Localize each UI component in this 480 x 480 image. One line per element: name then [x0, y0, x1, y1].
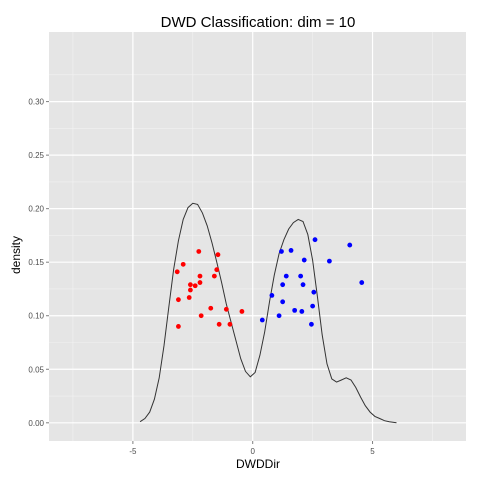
data-point [299, 309, 305, 314]
minor-grid [49, 32, 466, 441]
data-point [298, 273, 304, 279]
plot-panel [49, 32, 466, 441]
data-point [216, 321, 222, 327]
x-axis-label: DWDDir [236, 457, 280, 471]
data-point [311, 289, 317, 295]
data-point [196, 249, 202, 254]
data-point [359, 280, 365, 285]
x-tick-label: -5 [129, 447, 137, 456]
data-point [292, 307, 298, 313]
data-point [301, 257, 307, 263]
y-tick-label: 0.30 [28, 98, 44, 107]
data-point [347, 242, 353, 248]
density-curve [139, 202, 397, 424]
y-tick-label: 0.00 [28, 419, 44, 428]
x-tick-label: 0 [250, 447, 255, 456]
data-point [180, 261, 186, 267]
data-point [227, 321, 233, 327]
y-tick-label: 0.05 [28, 365, 44, 374]
data-point [326, 258, 332, 264]
data-point [208, 305, 214, 311]
y-axis-label: density [9, 236, 23, 274]
data-point [300, 282, 306, 288]
data-point [197, 273, 203, 279]
data-point [279, 249, 284, 254]
data-point [312, 237, 318, 243]
data-point [283, 273, 289, 279]
data-point [310, 303, 316, 309]
data-point [187, 287, 193, 293]
x-tick-label: 5 [370, 447, 375, 456]
x-axis-ticks: -5 0 5 [129, 441, 375, 456]
data-point [176, 324, 181, 329]
data-point [186, 295, 192, 300]
y-axis-ticks: 0.00 0.05 0.10 0.15 0.20 0.25 0.30 [28, 98, 49, 428]
data-point [211, 273, 217, 279]
data-point [223, 306, 229, 312]
data-point [192, 283, 198, 289]
y-tick-label: 0.10 [28, 312, 44, 321]
data-point [239, 309, 245, 314]
data-point [280, 299, 286, 305]
data-point [276, 313, 282, 319]
data-points [174, 237, 365, 329]
major-grid [49, 32, 466, 441]
y-tick-label: 0.15 [28, 258, 44, 267]
data-point [187, 282, 193, 288]
data-point [259, 317, 265, 323]
data-point [269, 292, 275, 298]
y-tick-label: 0.25 [28, 151, 44, 160]
chart-title: DWD Classification: dim = 10 [161, 14, 356, 31]
data-point [197, 280, 203, 285]
data-point [174, 269, 180, 275]
y-tick-label: 0.20 [28, 205, 44, 214]
data-point [288, 248, 294, 253]
data-point [214, 267, 220, 273]
data-point [198, 313, 204, 319]
data-point [309, 321, 314, 327]
data-point [215, 252, 221, 258]
data-point [280, 282, 286, 288]
data-point [176, 297, 181, 303]
